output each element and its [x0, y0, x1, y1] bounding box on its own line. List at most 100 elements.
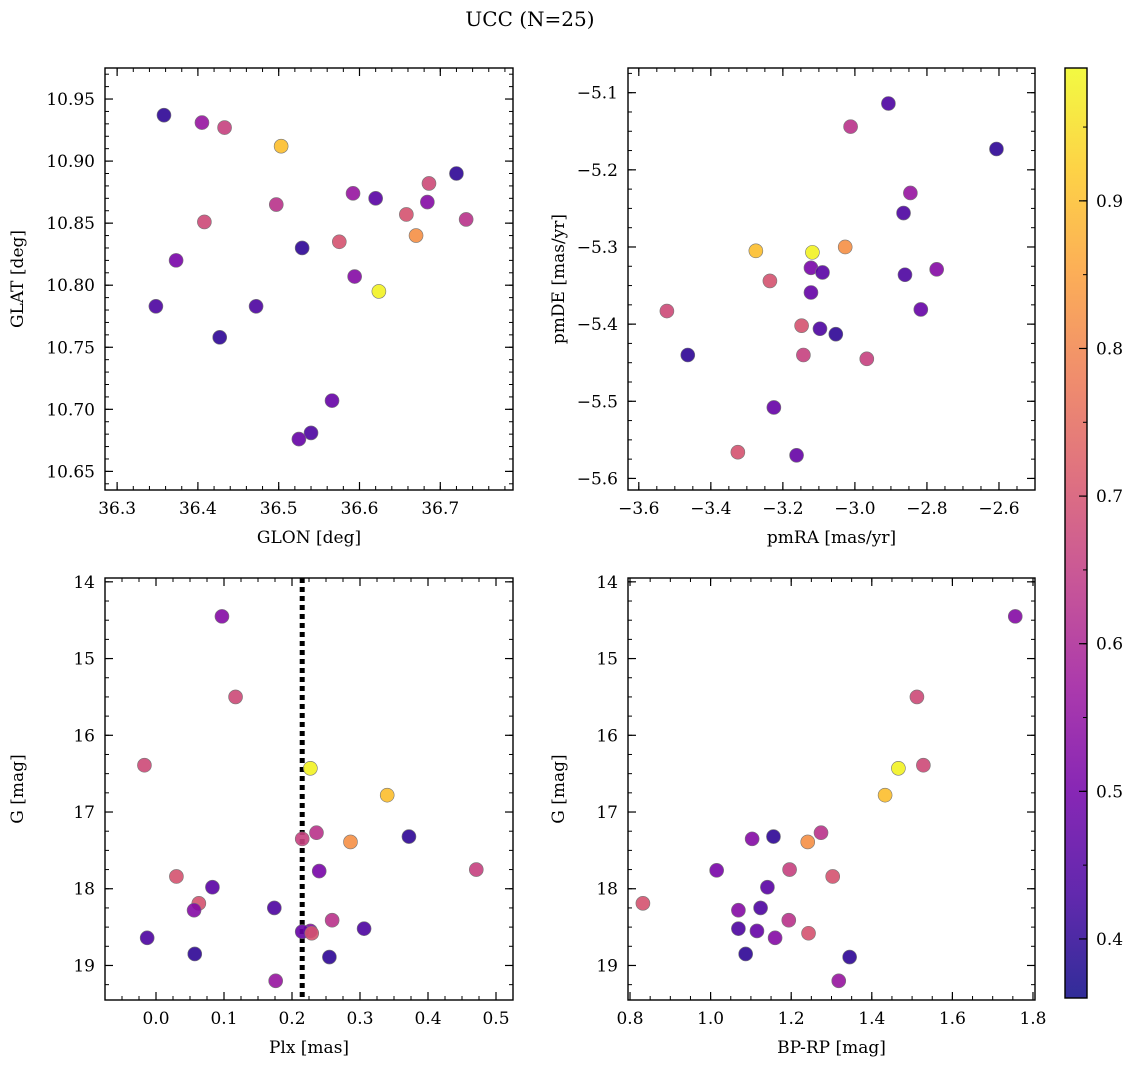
data-point	[324, 912, 340, 928]
data-point	[843, 119, 858, 134]
data-point	[813, 825, 829, 841]
data-point	[137, 757, 152, 773]
x-axis-label: GLON [deg]	[257, 528, 361, 548]
data-point	[731, 902, 746, 918]
x-tick-label: 0.4	[414, 1009, 441, 1029]
y-tick-label: −5.6	[577, 469, 618, 489]
data-point	[805, 245, 820, 260]
x-tick-label: 36.6	[341, 499, 379, 519]
data-point	[324, 393, 340, 408]
data-point	[169, 869, 184, 884]
data-point	[343, 834, 358, 850]
colorbar-gradient	[1064, 67, 1088, 999]
axes-frame	[627, 67, 1036, 491]
data-point	[345, 186, 361, 201]
data-point	[268, 973, 283, 989]
y-tick-label: −5.3	[577, 238, 618, 258]
x-tick-label: −3.4	[690, 499, 731, 519]
data-point	[291, 431, 307, 447]
data-point	[322, 949, 337, 965]
x-tick-label: 1.2	[778, 1009, 805, 1029]
x-axis-label: Plx [mas]	[269, 1038, 349, 1058]
data-point	[294, 831, 310, 847]
data-point	[168, 253, 184, 268]
data-point	[909, 689, 925, 705]
data-point	[825, 869, 841, 884]
data-point	[801, 925, 816, 941]
data-point	[837, 239, 853, 255]
data-point	[635, 896, 651, 911]
x-tick-label: 0.1	[210, 1009, 237, 1029]
y-tick-label: 14	[73, 573, 95, 593]
x-tick-label: 1.8	[1019, 1009, 1046, 1029]
colorbar-tick-label: 0.9	[1096, 192, 1123, 212]
y-tick-label: 10.95	[46, 90, 95, 110]
data-point	[877, 787, 893, 803]
x-tick-label: 0.8	[616, 1009, 643, 1029]
data-point	[205, 879, 220, 895]
data-point	[331, 234, 347, 250]
y-tick-label: 15	[596, 650, 618, 670]
axes-frame	[627, 577, 1036, 1001]
data-point	[273, 138, 289, 154]
data-point	[903, 185, 918, 201]
x-tick-label: 36.5	[260, 499, 298, 519]
y-tick-label: −5.4	[577, 315, 618, 335]
y-axis-label: GLAT [deg]	[8, 230, 28, 328]
data-point	[356, 921, 372, 936]
y-tick-label: −5.1	[577, 84, 618, 104]
colorbar-tick-label: 0.6	[1096, 635, 1123, 655]
data-point	[762, 273, 778, 289]
y-tick-label: 16	[73, 726, 95, 746]
data-point	[709, 863, 724, 878]
data-point	[408, 228, 424, 243]
y-tick-label: 15	[73, 650, 95, 670]
data-point	[187, 946, 203, 962]
y-tick-label: 10.80	[46, 276, 95, 296]
x-axis-label: pmRA [mas/yr]	[767, 528, 896, 548]
y-axis-label: G [mag]	[549, 754, 569, 823]
data-point	[399, 207, 414, 222]
x-tick-label: −2.6	[978, 499, 1019, 519]
data-point	[309, 825, 324, 841]
data-point	[815, 265, 830, 280]
x-tick-label: 1.0	[697, 1009, 724, 1029]
y-tick-label: 18	[73, 880, 95, 900]
data-point	[730, 444, 746, 460]
data-point	[748, 243, 764, 259]
data-point	[753, 900, 768, 916]
data-point	[659, 303, 675, 319]
data-point	[214, 609, 230, 624]
data-point	[303, 760, 318, 776]
data-point	[680, 347, 696, 363]
x-tick-label: −3.2	[762, 499, 803, 519]
colorbar-tick-label: 0.8	[1096, 339, 1123, 359]
data-point	[1007, 609, 1023, 624]
data-point	[228, 689, 243, 705]
data-point	[800, 834, 816, 850]
data-point	[796, 347, 811, 363]
x-tick-label: 36.4	[179, 499, 217, 519]
panel-color-magnitude: 0.8 1.0 1.2 1.4 1.6 1.8 14 15 16 17 18 19 BP-RP [mag…	[549, 573, 1047, 1058]
data-point	[929, 262, 944, 277]
data-point	[217, 120, 232, 135]
x-tick-label: 0.0	[142, 1009, 169, 1029]
x-tick-label: 0.5	[482, 1009, 509, 1029]
data-point	[268, 197, 284, 212]
plot-area	[105, 68, 513, 490]
data-point	[828, 326, 844, 342]
data-point	[896, 205, 911, 221]
axes-frame	[104, 577, 514, 1001]
data-point	[891, 760, 906, 776]
data-point	[212, 330, 228, 345]
y-tick-label: 10.70	[46, 400, 95, 420]
colorbar-tick-label: 0.4	[1096, 930, 1123, 950]
y-tick-label: 16	[596, 726, 618, 746]
colorbar-tick-label: 0.5	[1096, 782, 1123, 802]
data-point	[294, 240, 310, 256]
data-point	[148, 299, 164, 314]
data-point	[749, 923, 765, 939]
data-point	[766, 400, 782, 415]
y-tick-label: 17	[73, 803, 95, 823]
x-tick-label: 0.2	[278, 1009, 305, 1029]
